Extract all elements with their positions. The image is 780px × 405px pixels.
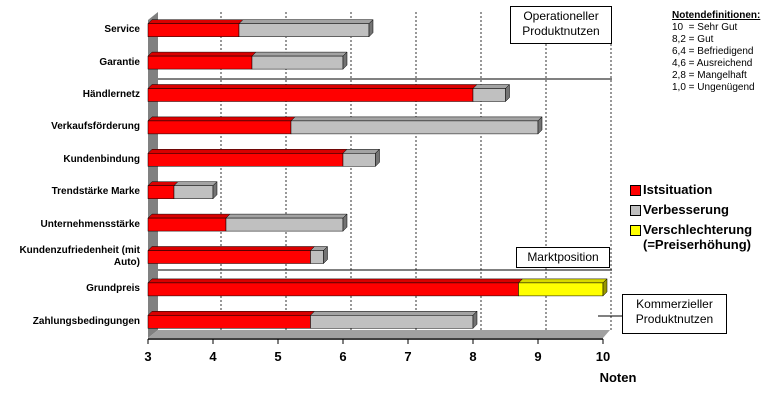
bar [147, 250, 311, 264]
x-axis-label: Noten [600, 370, 637, 385]
bar [342, 153, 376, 167]
bar-top [147, 181, 179, 186]
bar-side [342, 213, 348, 232]
bar [147, 217, 227, 232]
bar [290, 120, 539, 135]
bar-side [602, 278, 608, 297]
note-line: 1,0 = Ungenügend [672, 82, 755, 93]
bar [147, 23, 240, 37]
floor [148, 330, 610, 338]
bar [147, 120, 292, 135]
y-tick-label: Grundpreis [86, 283, 140, 295]
bar-side [505, 83, 510, 103]
note-line: 4,6 = Ausreichend [672, 58, 753, 69]
y-tick-label: Garantie [99, 56, 140, 68]
x-tick-label: 8 [469, 349, 476, 364]
notes-title: Notendefinitionen: [672, 10, 761, 21]
y-tick-label: Kundenzufriedenheit (mit Auto) [19, 245, 140, 268]
bar [310, 250, 324, 264]
note-line: 2,8 = Mangelhaft [672, 70, 747, 81]
bar-side [323, 245, 328, 265]
legend-item: Verbesserung [630, 202, 773, 217]
x-tick-label: 5 [274, 349, 281, 364]
y-tick-label: Trendstärke Marke [51, 186, 140, 198]
legend-item: Verschlechterung (=Preiserhöhung) [630, 222, 773, 252]
bar-top [147, 213, 231, 219]
note-definitions: Notendefinitionen: 10 = Sehr Gut 8,2 = Gu… [672, 10, 760, 94]
bar-top [342, 149, 381, 154]
legend-swatch [630, 185, 641, 196]
bar [225, 217, 344, 232]
bar [147, 282, 519, 297]
bar-top [517, 278, 608, 284]
bar-side [368, 19, 374, 38]
bar [472, 88, 506, 102]
y-tick-label: Service [104, 24, 140, 36]
bar-top [147, 84, 478, 89]
bar [238, 23, 370, 37]
bar [518, 282, 604, 297]
legend-label: Istsituation [643, 182, 713, 197]
bar [251, 55, 344, 70]
y-tick-label: Kundenbindung [63, 153, 140, 165]
bar-top [251, 51, 348, 57]
bar-top [290, 116, 543, 122]
bar [173, 185, 214, 199]
bar-side [375, 148, 380, 167]
bar [147, 55, 253, 70]
legend-swatch [630, 205, 641, 216]
bar [310, 315, 474, 329]
bar-top [225, 213, 348, 219]
y-tick-label: Verkaufsförderung [51, 121, 140, 133]
bar-top [147, 116, 296, 122]
annotation: Operationeller Produktnutzen [510, 6, 612, 44]
x-tick-label: 4 [209, 349, 217, 364]
bar-side [537, 116, 543, 135]
bar [147, 185, 175, 199]
x-tick-label: 10 [596, 349, 610, 364]
annotation: Marktposition [516, 247, 610, 268]
x-tick-label: 7 [404, 349, 411, 364]
note-line: 10 = Sehr Gut [672, 22, 738, 33]
bar [147, 315, 311, 329]
bar-top [173, 181, 218, 186]
bar-top [472, 84, 511, 89]
bar-top [147, 278, 524, 284]
annotation: Kommerzieller Produktnutzen [622, 294, 727, 334]
bar-top [147, 311, 316, 316]
y-tick-label: Zahlungsbedingungen [32, 315, 140, 327]
bar-top [147, 246, 316, 251]
x-tick-label: 9 [534, 349, 541, 364]
y-tick-label: Unternehmensstärke [40, 218, 140, 230]
legend-swatch [630, 225, 641, 236]
x-tick-label: 3 [144, 349, 151, 364]
legend-item: Istsituation [630, 182, 773, 197]
note-line: 6,4 = Befriedigend [672, 46, 754, 57]
bar [147, 153, 344, 167]
bar-side [342, 51, 348, 70]
legend-label: Verschlechterung (=Preiserhöhung) [643, 222, 753, 252]
bar-side [212, 181, 218, 200]
bar-top [147, 51, 257, 57]
bar-top [238, 19, 374, 24]
bar-side [472, 310, 478, 329]
note-line: 8,2 = Gut [672, 34, 714, 45]
bar [147, 88, 474, 102]
y-tick-label: Händlernetz [82, 89, 140, 100]
bar-top [147, 19, 244, 24]
x-tick-label: 6 [339, 349, 346, 364]
bar-top [309, 311, 478, 316]
legend-label: Verbesserung [643, 202, 729, 217]
bar-top [147, 149, 348, 154]
